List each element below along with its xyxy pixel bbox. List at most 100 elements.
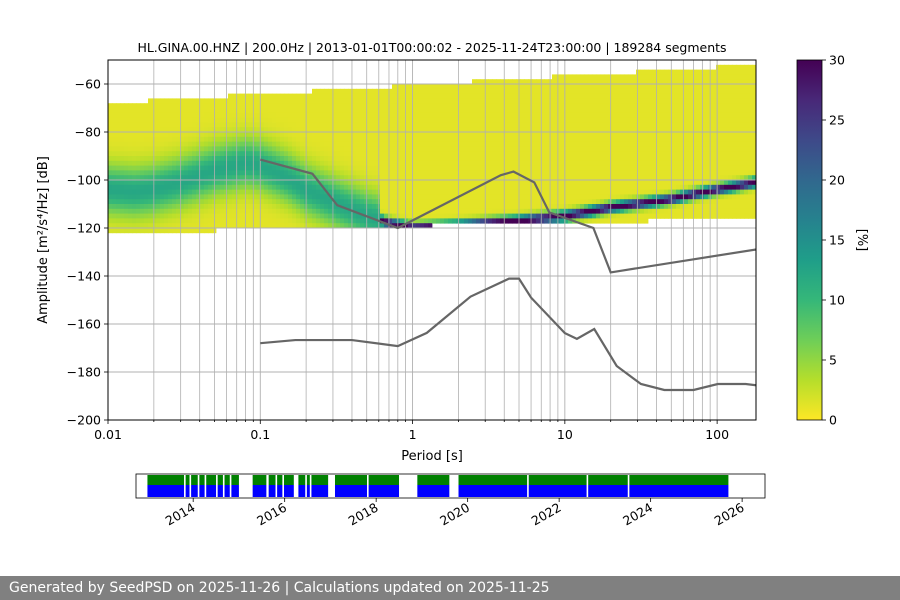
heatmap-cell bbox=[392, 112, 397, 118]
heatmap-cell bbox=[628, 93, 633, 99]
heatmap-cell bbox=[368, 189, 373, 195]
heatmap-cell bbox=[640, 170, 645, 176]
heatmap-cell bbox=[676, 165, 681, 171]
heatmap-cell bbox=[468, 165, 473, 171]
heatmap-cell bbox=[492, 88, 497, 94]
heatmap-cell bbox=[200, 180, 205, 186]
heatmap-cell bbox=[180, 122, 185, 128]
heatmap-cell bbox=[648, 74, 653, 80]
availability-segment-top bbox=[268, 475, 294, 485]
heatmap-cell bbox=[676, 194, 681, 200]
heatmap-cell bbox=[264, 218, 269, 224]
heatmap-cell bbox=[256, 165, 261, 171]
heatmap-cell bbox=[316, 218, 321, 224]
heatmap-cell bbox=[628, 132, 633, 138]
heatmap-cell bbox=[176, 223, 181, 229]
heatmap-cell bbox=[140, 151, 145, 157]
heatmap-cell bbox=[712, 136, 717, 142]
heatmap-cell bbox=[452, 108, 457, 114]
heatmap-cell bbox=[296, 165, 301, 171]
heatmap-cell bbox=[680, 136, 685, 142]
heatmap-cell bbox=[284, 146, 289, 152]
heatmap-cell bbox=[268, 156, 273, 162]
heatmap-cell bbox=[436, 208, 441, 214]
heatmap-cell bbox=[728, 64, 733, 70]
heatmap-cell bbox=[300, 218, 305, 224]
heatmap-cell bbox=[516, 146, 521, 152]
heatmap-cell bbox=[312, 151, 317, 157]
heatmap-cell bbox=[592, 204, 597, 210]
heatmap-cell bbox=[276, 141, 281, 147]
heatmap-cell bbox=[208, 218, 213, 224]
heatmap-cell bbox=[664, 79, 669, 85]
heatmap-cell bbox=[376, 108, 381, 114]
heatmap-cell bbox=[240, 213, 245, 219]
heatmap-cell bbox=[424, 165, 429, 171]
heatmap-cell bbox=[264, 117, 269, 123]
heatmap-cell bbox=[684, 165, 689, 171]
heatmap-cell bbox=[244, 136, 249, 142]
heatmap-cell bbox=[296, 146, 301, 152]
heatmap-cell bbox=[184, 213, 189, 219]
heatmap-cell bbox=[420, 117, 425, 123]
heatmap-cell bbox=[336, 223, 341, 229]
heatmap-cell bbox=[744, 69, 749, 75]
heatmap-cell bbox=[292, 127, 297, 133]
heatmap-cell bbox=[448, 136, 453, 142]
heatmap-cell bbox=[564, 136, 569, 142]
heatmap-cell bbox=[188, 141, 193, 147]
heatmap-cell bbox=[464, 199, 469, 205]
heatmap-cell bbox=[116, 175, 121, 181]
heatmap-cell bbox=[540, 208, 545, 214]
heatmap-cell bbox=[740, 165, 745, 171]
heatmap-cell bbox=[560, 141, 565, 147]
heatmap-cell bbox=[420, 184, 425, 190]
heatmap-cell bbox=[720, 69, 725, 75]
heatmap-cell bbox=[248, 98, 253, 104]
heatmap-cell bbox=[660, 98, 665, 104]
heatmap-cell bbox=[540, 79, 545, 85]
heatmap-cell bbox=[260, 180, 265, 186]
heatmap-cell bbox=[408, 223, 413, 229]
heatmap-cell bbox=[252, 117, 257, 123]
heatmap-cell bbox=[452, 151, 457, 157]
heatmap-cell bbox=[452, 165, 457, 171]
heatmap-cell bbox=[648, 146, 653, 152]
heatmap-cell bbox=[108, 194, 113, 200]
heatmap-cell bbox=[484, 117, 489, 123]
heatmap-cell bbox=[156, 108, 161, 114]
heatmap-cell bbox=[532, 160, 537, 166]
heatmap-cell bbox=[652, 79, 657, 85]
heatmap-cell bbox=[516, 141, 521, 147]
heatmap-cell bbox=[260, 223, 265, 229]
heatmap-cell bbox=[624, 204, 629, 210]
heatmap-cell bbox=[188, 160, 193, 166]
heatmap-cell bbox=[452, 204, 457, 210]
heatmap-cell bbox=[696, 79, 701, 85]
heatmap-cell bbox=[480, 218, 485, 224]
heatmap-cell bbox=[736, 112, 741, 118]
heatmap-cell bbox=[736, 88, 741, 94]
heatmap-cell bbox=[148, 223, 153, 229]
heatmap-cell bbox=[492, 208, 497, 214]
heatmap-cell bbox=[476, 117, 481, 123]
heatmap-cell bbox=[356, 180, 361, 186]
heatmap-cell bbox=[480, 132, 485, 138]
heatmap-cell bbox=[520, 141, 525, 147]
heatmap-cell bbox=[188, 98, 193, 104]
heatmap-cell bbox=[240, 218, 245, 224]
heatmap-cell bbox=[388, 180, 393, 186]
heatmap-cell bbox=[520, 180, 525, 186]
heatmap-cell bbox=[392, 175, 397, 181]
heatmap-cell bbox=[664, 151, 669, 157]
heatmap-cell bbox=[604, 79, 609, 85]
heatmap-cell bbox=[636, 136, 641, 142]
heatmap-cell bbox=[300, 194, 305, 200]
heatmap-cell bbox=[600, 112, 605, 118]
heatmap-cell bbox=[332, 175, 337, 181]
heatmap-cell bbox=[236, 98, 241, 104]
heatmap-cell bbox=[736, 74, 741, 80]
heatmap-cell bbox=[372, 223, 377, 229]
heatmap-cell bbox=[440, 160, 445, 166]
heatmap-cell bbox=[300, 122, 305, 128]
